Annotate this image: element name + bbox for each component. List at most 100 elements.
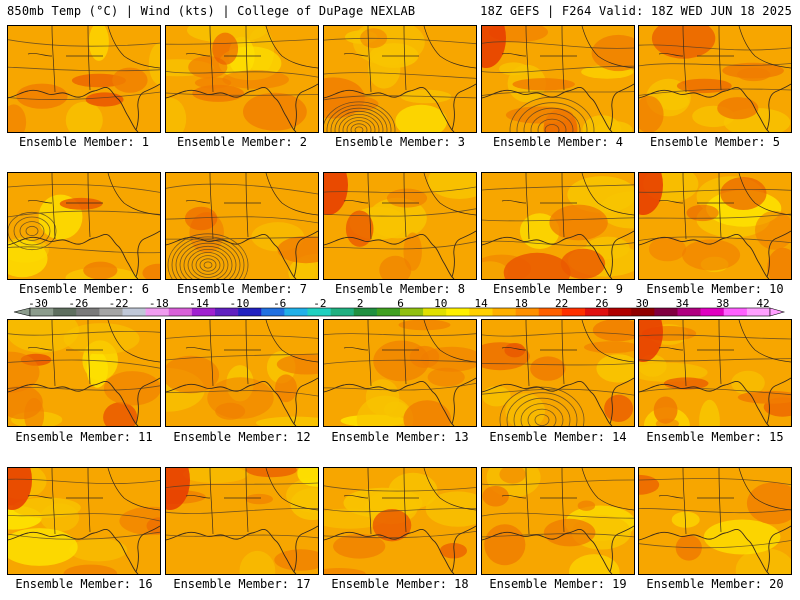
colorbar-swatch [446,308,470,316]
ensemble-member-label: Ensemble Member: 11 [15,430,153,444]
colorbar-swatch [215,308,239,316]
ensemble-member-map [481,467,635,575]
temperature-field [8,26,160,132]
temperature-field [482,468,634,574]
colorbar-tick-label: -26 [68,297,89,310]
colorbar-tick-label: 14 [474,297,488,310]
state-borders [343,173,476,240]
colorbar-swatch [168,308,193,316]
ensemble-member-map [481,172,635,280]
colorbar-swatch [330,308,355,316]
colorbar-tick-label: 34 [675,297,690,310]
ensemble-member-label: Ensemble Member: 5 [649,135,781,149]
wind-contours [166,183,318,279]
colorbar-swatch [469,308,493,316]
colorbar-swatch [746,308,771,316]
colorbar-swatch [145,308,170,316]
coastline [639,525,791,574]
ensemble-member-label: Ensemble Member: 12 [173,430,311,444]
ensemble-member-map [638,25,792,133]
colorbar-tick-label: 10 [434,297,448,310]
ensemble-member-label: Ensemble Member: 1 [18,135,150,149]
coastline [482,83,634,132]
state-borders [343,468,476,535]
temperature-field [639,173,791,279]
ensemble-member-map [638,319,792,427]
colorbar-swatch [585,308,609,316]
state-borders [658,320,791,387]
wind-contours [482,332,634,426]
state-borders [658,468,791,535]
wind-contours [324,485,476,539]
colorbar-tick-label: 38 [716,297,730,310]
coastline [166,525,318,574]
coastline [482,525,634,574]
wind-contours [166,38,318,96]
coastline [166,83,318,132]
coastline [639,230,791,279]
state-borders [27,468,160,535]
ensemble-member-map [323,319,477,427]
ensemble-member-map [165,319,319,427]
ensemble-member-map [481,25,635,133]
model-run-info: 18Z GEFS | F264 Valid: 18Z WED JUN 18 20… [480,4,792,18]
ensemble-member-map [165,25,319,133]
state-borders [27,173,160,240]
wind-contours [166,482,318,539]
colorbar-swatch [723,308,748,316]
wind-contours [8,330,160,391]
wind-contours [482,479,634,538]
temperature-colorbar [13,307,786,317]
temperature-field [324,173,476,279]
wind-contours [639,44,791,96]
colorbar-swatch [608,308,632,316]
colorbar-tick-label: -30 [28,297,48,310]
temperature-field [166,173,318,279]
state-borders [501,173,634,240]
temperature-field [166,468,318,574]
ensemble-member-map [7,467,161,575]
wind-contours [8,39,160,100]
state-borders [185,320,318,387]
ensemble-member-map [165,467,319,575]
state-borders [185,26,318,93]
state-borders [27,320,160,387]
chart-title: 850mb Temp (°C) | Wind (kts) | College o… [7,4,416,18]
colorbar-swatch [307,308,331,316]
wind-contours [324,333,476,391]
colorbar-tick-label: 18 [514,297,528,310]
colorbar-tick-label: -2 [313,297,327,310]
state-borders [343,320,476,387]
coastline [8,230,160,279]
temperature-field [482,173,634,279]
state-borders [343,26,476,93]
colorbar-swatch [284,308,308,316]
coastline [8,525,160,574]
colorbar-swatch [353,308,378,316]
ensemble-member-map [165,172,319,280]
colorbar-swatch [191,308,216,316]
colorbar-swatch [538,308,563,316]
state-borders [185,468,318,535]
wind-contours [639,188,791,243]
colorbar-swatch [561,308,586,316]
ensemble-member-label: Ensemble Member: 15 [646,430,784,444]
ensemble-member-label: Ensemble Member: 2 [176,135,308,149]
ensemble-member-label: Ensemble Member: 9 [492,282,624,296]
coastline [166,377,318,426]
temperature-field [324,468,476,574]
coastline [639,377,791,426]
temperature-field [639,468,791,574]
colorbar-tick-label: -18 [148,297,169,310]
temperature-field [8,468,160,574]
coastline [639,83,791,132]
ensemble-member-label: Ensemble Member: 16 [15,577,153,591]
ensemble-member-label: Ensemble Member: 7 [176,282,308,296]
ensemble-member-label: Ensemble Member: 8 [334,282,466,296]
colorbar-tick-label: 2 [356,297,364,310]
ensemble-member-map [638,467,792,575]
ensemble-member-map [323,172,477,280]
ensemble-member-label: Ensemble Member: 6 [18,282,150,296]
colorbar-swatch [30,308,54,316]
colorbar-swatch [700,308,725,316]
